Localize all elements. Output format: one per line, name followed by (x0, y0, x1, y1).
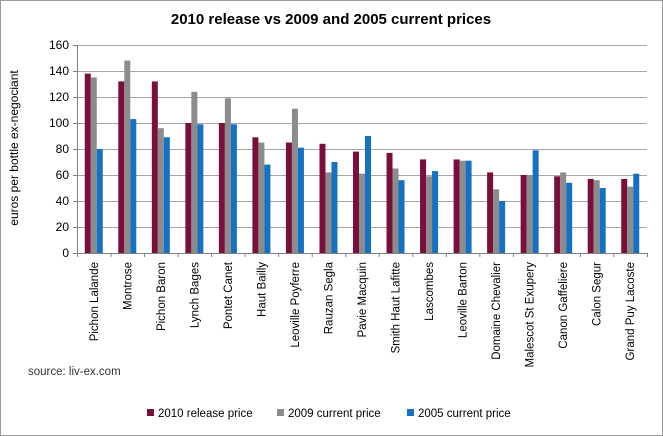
legend-swatch (407, 409, 414, 416)
bar (526, 175, 533, 253)
bar (365, 136, 371, 253)
legend-swatch (147, 409, 154, 416)
x-category-label: Leoville Barton (458, 262, 470, 338)
bars (84, 60, 640, 254)
bar (163, 137, 170, 253)
y-axis-label: euros per bottle ex-negociant (7, 70, 21, 226)
legend: 2010 release price 2009 current price 2005… (147, 408, 511, 420)
y-tick-label: 80 (56, 142, 70, 156)
bar (191, 91, 198, 253)
bar (593, 180, 600, 253)
bar (398, 180, 405, 253)
y-tick-label: 60 (56, 168, 70, 182)
bar (118, 81, 125, 254)
bar (493, 189, 500, 253)
x-category-label: Lascombes (424, 262, 436, 321)
axes (77, 45, 648, 257)
y-tick-label: 100 (49, 116, 69, 130)
legend-label: 2005 current price (418, 408, 511, 420)
bar (185, 123, 192, 253)
bar (96, 149, 103, 253)
x-category-label: Pichon Baron (156, 262, 168, 331)
bar (420, 159, 427, 253)
bar (627, 186, 634, 253)
bar (224, 98, 231, 253)
chart-title: 2010 release vs 2009 and 2005 current pr… (171, 11, 491, 28)
y-tick-label: 140 (49, 64, 69, 78)
bar (325, 172, 332, 253)
bar (566, 182, 573, 253)
y-tick-label: 20 (56, 220, 70, 234)
x-category-label: Haut Bailly (256, 262, 268, 317)
legend-label: 2009 current price (288, 408, 381, 420)
x-category-label: Montrose (122, 262, 134, 310)
bar (532, 150, 539, 253)
y-tick-label: 40 (56, 194, 70, 208)
bar (264, 164, 271, 253)
y-tick-label: 160 (49, 38, 69, 52)
y-tick-labels: 0 20 40 60 80 100 120 140 160 (49, 38, 69, 260)
bar (392, 168, 399, 253)
x-category-label: Leoville Poyferre (290, 262, 302, 348)
x-category-label: Domaine Chevalier (491, 262, 503, 360)
bar (621, 178, 628, 253)
x-category-label: Malescot St Exupery (525, 262, 537, 368)
bar (90, 77, 97, 253)
bar (453, 159, 460, 253)
bar (487, 172, 494, 253)
x-category-label: Rauzan Segla (323, 261, 335, 334)
bar (130, 119, 137, 253)
x-category-label: Smith Haut Lafitte (391, 262, 403, 353)
y-tick-label: 120 (49, 90, 69, 104)
bar (359, 173, 365, 253)
bar (633, 173, 640, 253)
legend-swatch (277, 409, 284, 416)
bar (432, 171, 439, 253)
bar (297, 147, 304, 253)
source-note: source: liv-ex.com (28, 366, 121, 378)
x-category-label: Calon Segur (592, 262, 604, 326)
bar (560, 172, 567, 253)
x-category-label: Pavie Macquin (357, 262, 369, 337)
bar (124, 60, 131, 253)
legend-label: 2010 release price (158, 408, 253, 420)
bar (319, 143, 326, 253)
bar (426, 176, 433, 253)
x-category-label: Grand Puy Lacoste (625, 262, 637, 360)
bar (459, 160, 466, 253)
bar (386, 152, 393, 253)
bar (353, 151, 359, 253)
bar (520, 175, 527, 253)
bar (151, 81, 158, 254)
bar (252, 137, 259, 253)
bar (554, 176, 561, 253)
bar (291, 108, 298, 253)
bar (84, 73, 91, 253)
bar (218, 123, 225, 253)
bar (285, 142, 292, 253)
bar (197, 124, 204, 253)
bar (599, 188, 606, 253)
x-category-label: Lynch Bages (189, 262, 201, 328)
bar (465, 160, 472, 253)
x-category-label: Pontet Canet (223, 261, 235, 329)
bar (157, 128, 164, 253)
y-tick-label: 0 (62, 246, 69, 260)
bar (230, 124, 237, 253)
x-category-label: Pichon Lalande (89, 262, 101, 341)
bar (331, 162, 338, 253)
bar (499, 201, 506, 253)
x-category-labels: Pichon Lalande Montrose Pichon Baron Lynch … (89, 261, 637, 367)
x-category-label: Canon Gaffeliere (558, 262, 570, 349)
bar (587, 178, 594, 253)
bar (258, 142, 265, 253)
